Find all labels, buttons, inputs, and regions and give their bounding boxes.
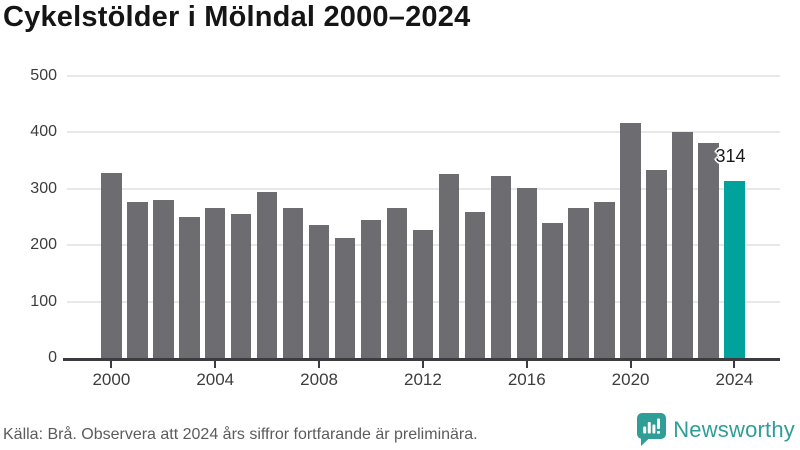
bar-2012 [412,229,434,358]
chart-title: Cykelstölder i Mölndal 2000–2024 [3,1,471,33]
bar-2003 [179,216,200,358]
bar-chart: 0 100 200 300 400 500 2000 2004 2008 2012 2016 2020… [30,66,780,389]
bar-2015 [490,175,512,358]
x-axis-label-2012: 2012 [403,370,442,389]
x-axis-label-2016: 2016 [507,370,546,389]
bar-2009 [334,237,356,358]
bar-2017 [542,222,563,358]
y-axis-label-100: 100 [30,292,57,310]
x-tick-2000 [110,361,113,368]
bar-2006 [256,192,278,358]
y-axis-label-300: 300 [30,179,57,197]
bar-2023 [698,143,719,358]
bar-2024 [724,180,745,358]
x-tick-2020 [629,361,632,368]
x-axis-label-2000: 2000 [92,370,131,389]
bar-2016 [516,187,537,358]
bar-2019 [594,202,615,358]
x-axis-label-2008: 2008 [300,370,338,389]
bar-2004 [204,207,226,358]
bar-2005 [230,214,252,358]
bar-2001 [127,202,148,358]
x-tick-2016 [525,361,528,368]
y-axis-label-500: 500 [30,66,57,84]
bar-2007 [282,207,304,358]
footer: Källa: Brå. Observera att 2024 års siffr… [0,410,800,450]
x-axis-label-2024: 2024 [715,370,754,389]
gridline-300 [67,187,780,190]
value-annotation: 314 [715,145,746,166]
bar-2021 [646,170,667,358]
gridline-400 [67,131,780,133]
bar-2020 [620,122,641,358]
bar-2013 [438,174,460,358]
newsworthy-bubble-chart-icon [637,413,667,446]
x-tick-2024 [733,361,736,368]
bar-2008 [308,224,330,358]
x-axis-label-2004: 2004 [196,370,235,389]
x-tick-2004 [214,361,217,368]
bar-2002 [153,199,174,358]
x-tick-2008 [318,361,321,368]
gridline-500 [67,74,780,77]
y-axis-label-0: 0 [48,349,57,366]
bar-2014 [464,211,486,358]
x-axis-label-2020: 2020 [611,370,650,389]
bar-2018 [568,208,589,358]
y-axis-label-200: 200 [30,236,57,253]
source-note: Källa: Brå. Observera att 2024 års siffr… [3,426,478,443]
bar-2011 [386,208,408,358]
newsworthy-logo: Newsworthy [637,413,795,446]
brand-name: Newsworthy [673,416,795,442]
bar-2010 [360,220,382,358]
y-axis-label-400: 400 [30,123,57,140]
bar-2022 [672,132,693,358]
x-axis-line [63,358,780,361]
x-tick-2012 [421,361,424,368]
bar-2000 [101,172,122,358]
